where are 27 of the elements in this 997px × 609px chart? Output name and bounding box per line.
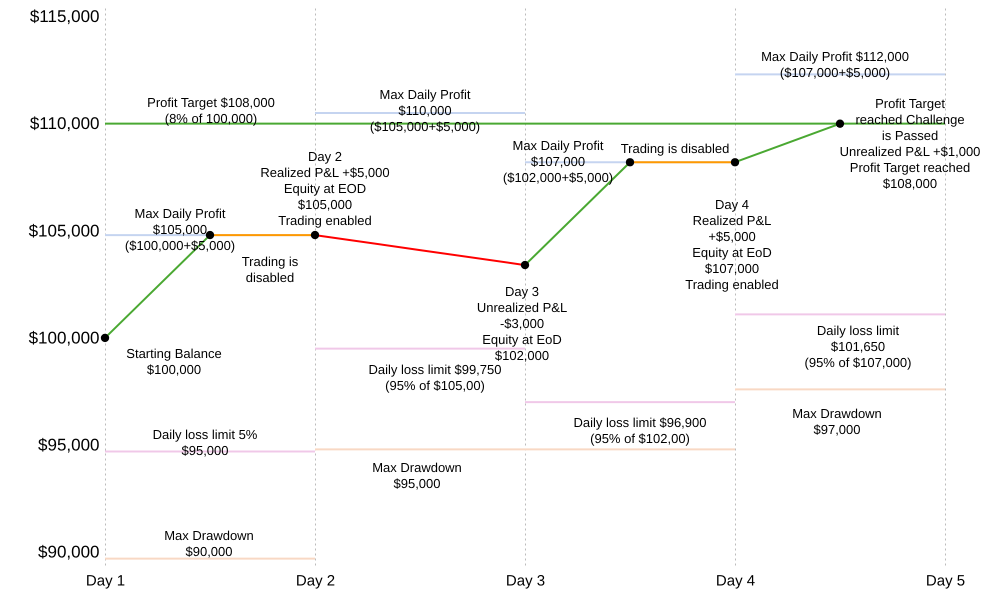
x-tick-label: Day 1 bbox=[86, 572, 126, 590]
annotation: Daily loss limit $99,750 (95% of $105,00) bbox=[368, 362, 502, 393]
annotation: Trading is disabled bbox=[242, 254, 299, 285]
y-tick-label: $95,000 bbox=[38, 436, 100, 455]
y-tick-label: $115,000 bbox=[30, 7, 100, 26]
y-tick-label: $105,000 bbox=[28, 221, 100, 240]
x-tick-label: Day 3 bbox=[506, 572, 546, 590]
annotation: Day 2 Realized P&L +$5,000 Equity at EOD $105,000 Trading enabled bbox=[260, 149, 390, 228]
annotation: Max Drawdown $95,000 bbox=[372, 460, 462, 491]
y-tick-label: $90,000 bbox=[38, 542, 100, 562]
y-tick-label: $100,000 bbox=[28, 328, 100, 348]
annotation: Trading is disabled bbox=[620, 141, 730, 156]
annotation: Daily loss limit $101,650 (95% of $107,000) bbox=[804, 323, 912, 370]
x-tick-label: Day 5 bbox=[926, 572, 966, 590]
annotation: Max Drawdown $97,000 bbox=[792, 406, 882, 437]
annotation: Day 4 Realized P&L +$5,000 Equity at EoD $107,000 Trading enabled bbox=[685, 197, 779, 292]
x-tick-label: Day 2 bbox=[296, 572, 336, 590]
annotation: Daily loss limit 5% $95,000 bbox=[152, 427, 258, 458]
annotation: Starting Balance $100,000 bbox=[126, 346, 222, 377]
x-tick-label: Day 4 bbox=[716, 572, 756, 590]
y-tick-label: $110,000 bbox=[30, 114, 100, 134]
annotation: Max Drawdown $90,000 bbox=[164, 528, 254, 559]
annotation: Max Daily Profit $112,000 ($107,000+$5,000) bbox=[761, 49, 909, 80]
annotation: Max Daily Profit $107,000 ($102,000+$5,000) bbox=[502, 138, 614, 185]
annotation: Day 3 Unrealized P&L -$3,000 Equity at EoD $102,000 bbox=[476, 284, 568, 363]
annotation: Daily loss limit $96,900 (95% of $102,00) bbox=[574, 415, 706, 446]
annotation: Profit Target $108,000 (8% of 100,000) bbox=[147, 95, 275, 126]
